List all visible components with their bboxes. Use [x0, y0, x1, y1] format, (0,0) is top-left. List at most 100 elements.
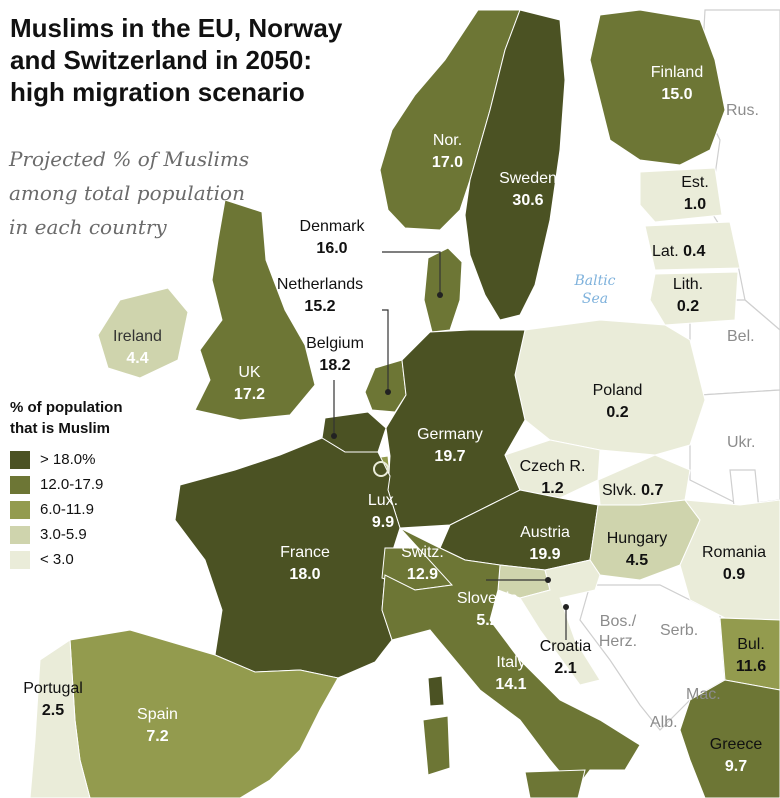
czech-value: 1.2 — [541, 480, 564, 497]
switzerland-label: Switz. 12.9 — [385, 542, 460, 586]
sweden-value: 30.6 — [512, 192, 544, 209]
slovakia-value: 0.7 — [641, 482, 664, 499]
luxembourg-label: Lux. 9.9 — [348, 490, 418, 534]
denmark-leader-line — [382, 251, 441, 293]
sea-line-2: Sea — [581, 291, 609, 307]
bulgaria-value: 11.6 — [735, 658, 767, 675]
italy-label: Italy 14.1 — [476, 652, 546, 696]
belarus-label: Bel. — [727, 328, 755, 345]
norway-value: 17.0 — [431, 154, 464, 171]
bulgaria-label: Bul. 11.6 — [722, 634, 780, 678]
legend-swatch-1 — [10, 450, 30, 469]
legend-item-1: > 18.0% — [10, 447, 180, 472]
latvia-name: Lat. — [652, 243, 679, 260]
legend-swatch-5 — [10, 550, 30, 569]
luxembourg-marker — [373, 461, 389, 477]
map-subtitle: Projected % of Muslims among total popul… — [9, 142, 309, 244]
portugal-label: Portugal 2.5 — [8, 678, 98, 722]
france-name: France — [280, 544, 330, 561]
austria-name: Austria — [520, 524, 570, 541]
slovenia-dot — [545, 577, 551, 583]
sea-line-1: Baltic — [574, 273, 616, 289]
luxembourg-name: Lux. — [367, 492, 399, 509]
uk-shape — [194, 199, 316, 421]
croatia-dot — [563, 604, 569, 610]
germany-name: Germany — [417, 426, 483, 443]
germany-value: 19.7 — [434, 448, 466, 465]
corsica-shape — [427, 675, 445, 707]
albania-label: Alb. — [650, 714, 678, 731]
germany-label: Germany 19.7 — [395, 424, 505, 468]
hungary-name: Hungary — [606, 530, 668, 547]
sicily-shape — [524, 769, 586, 798]
uk-label: UK 17.2 — [212, 362, 287, 406]
netherlands-dot — [385, 389, 391, 395]
denmark-shape — [423, 247, 463, 333]
ireland-name: Ireland — [113, 328, 162, 345]
spain-label: Spain 7.2 — [115, 704, 200, 748]
lithuania-value: 0.2 — [676, 298, 700, 315]
austria-value: 19.9 — [529, 546, 561, 563]
legend-label-3: 6.0-11.9 — [40, 501, 94, 518]
austria-label: Austria 19.9 — [505, 522, 585, 566]
ireland-label: Ireland 4.4 — [100, 326, 175, 370]
estonia-value: 1.0 — [683, 196, 707, 213]
slovakia-name: Slvk. — [602, 482, 637, 499]
italy-value: 14.1 — [495, 676, 527, 693]
poland-label: Poland 0.2 — [570, 380, 665, 424]
finland-value: 15.0 — [661, 86, 693, 103]
subtitle-line-3: in each country — [9, 215, 167, 239]
belgium-label: Belgium 18.2 — [285, 333, 385, 377]
legend-label-5: < 3.0 — [40, 551, 74, 568]
legend-label-2: 12.0-17.9 — [40, 476, 104, 493]
legend-swatch-3 — [10, 500, 30, 519]
netherlands-name: Netherlands — [276, 276, 364, 293]
spain-name: Spain — [137, 706, 178, 723]
greece-value: 9.7 — [724, 758, 748, 775]
belgium-dot — [331, 433, 337, 439]
legend-title: % of population that is Muslim — [10, 397, 180, 439]
legend-item-2: 12.0-17.9 — [10, 472, 180, 497]
uk-name: UK — [238, 364, 261, 381]
switzerland-name: Switz. — [401, 544, 444, 561]
map-title: Muslims in the EU, Norway and Switzerlan… — [10, 12, 410, 108]
legend-title-line-1: % of population — [10, 399, 123, 416]
greece-shape — [679, 679, 780, 798]
bulgaria-shape — [719, 617, 780, 691]
finland-label: Finland 15.0 — [622, 62, 732, 106]
bosnia-label: Bos./ Herz. — [588, 612, 648, 652]
portugal-shape — [29, 639, 91, 798]
croatia-shape — [519, 559, 601, 686]
legend-swatch-2 — [10, 475, 30, 494]
title-line-3: high migration scenario — [10, 77, 305, 107]
portugal-value: 2.5 — [41, 702, 65, 719]
belgium-name: Belgium — [306, 335, 364, 352]
norway-name: Nor. — [432, 132, 463, 149]
norway-label: Nor. 17.0 — [400, 130, 495, 174]
lithuania-label: Lith. 0.2 — [648, 274, 728, 318]
ukraine-label: Ukr. — [727, 434, 756, 451]
poland-value: 0.2 — [606, 404, 629, 421]
latvia-shape — [644, 221, 741, 271]
belgium-value: 18.2 — [319, 357, 351, 374]
serbia-label: Serb. — [660, 622, 699, 639]
title-line-1: Muslims in the EU, Norway — [10, 13, 343, 43]
greece-label: Greece 9.7 — [696, 734, 776, 778]
slovenia-label: Slovenia 5.2 — [440, 588, 535, 632]
slovakia-label: Slvk. 0.7 — [602, 482, 663, 500]
netherlands-value: 15.2 — [304, 298, 336, 315]
denmark-name: Denmark — [299, 218, 365, 235]
bosnia-line-1: Bos./ — [599, 613, 637, 630]
lithuania-shape — [649, 271, 739, 326]
legend-swatch-4 — [10, 525, 30, 544]
sardinia-shape — [422, 715, 451, 776]
bosnia-line-2: Herz. — [598, 633, 638, 650]
baltic-sea-label: Baltic Sea — [560, 272, 630, 308]
ireland-shape — [97, 287, 189, 379]
spain-value: 7.2 — [146, 728, 169, 745]
subtitle-line-1: Projected % of Muslims — [9, 147, 250, 171]
subtitle-line-2: among total population — [9, 181, 245, 205]
estonia-name: Est. — [681, 174, 709, 191]
greece-name: Greece — [709, 736, 763, 753]
